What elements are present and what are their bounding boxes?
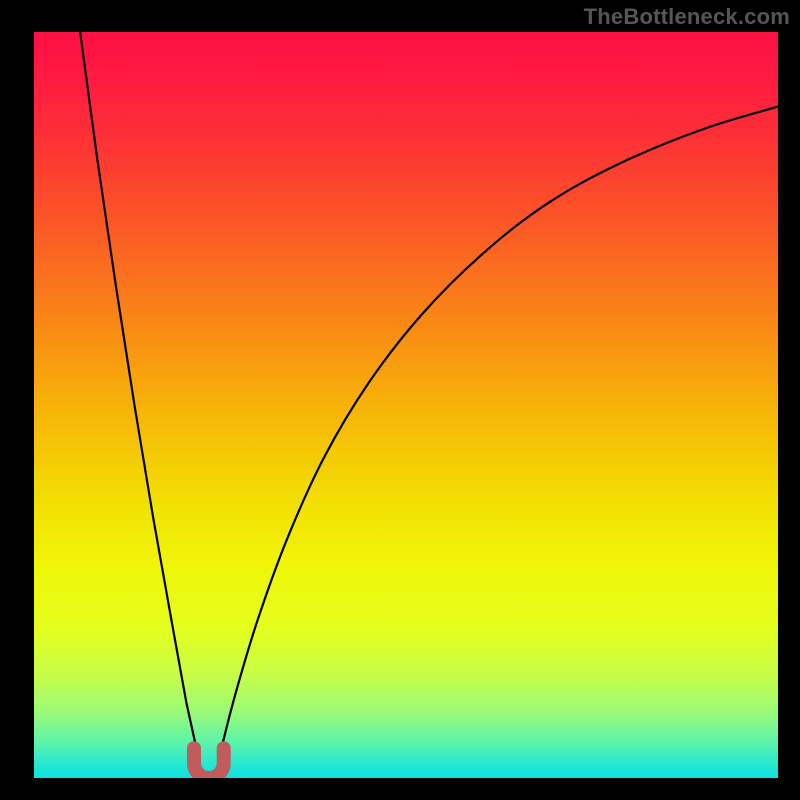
root: TheBottleneck.com: [0, 0, 800, 800]
chart-stage: [34, 32, 778, 778]
bottleneck-chart: [34, 32, 778, 778]
watermark-text: TheBottleneck.com: [584, 4, 790, 30]
